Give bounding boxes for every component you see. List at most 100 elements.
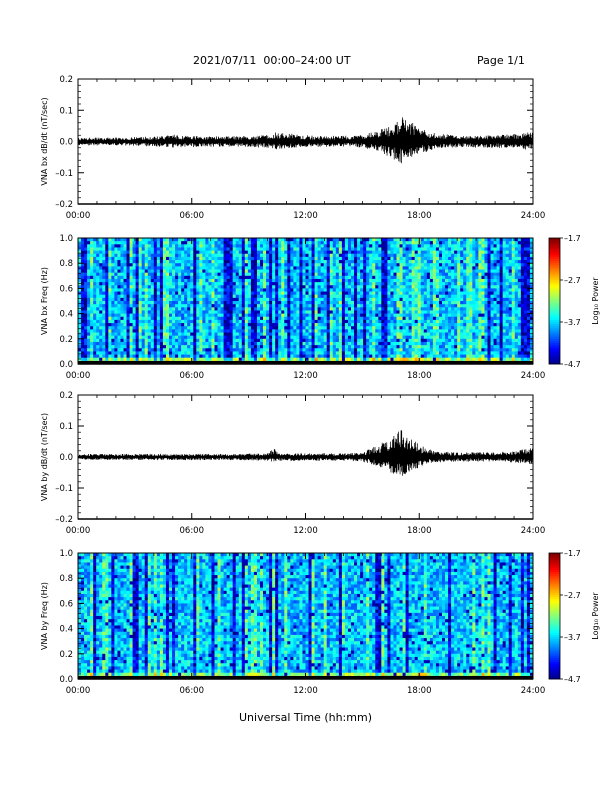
spectrogram-cell bbox=[435, 285, 440, 289]
spectrogram-cell bbox=[408, 301, 413, 305]
spectrogram-cell bbox=[402, 253, 406, 258]
spectrogram-cell bbox=[205, 338, 209, 343]
spectrogram-cell bbox=[217, 288, 221, 292]
spectrogram-cell bbox=[432, 269, 437, 274]
spectrogram-cell bbox=[302, 301, 306, 305]
spectrogram-cell bbox=[323, 244, 328, 248]
spectrogram-cell bbox=[150, 282, 155, 286]
spectrogram-cell bbox=[141, 266, 146, 270]
spectrogram-cell bbox=[181, 282, 185, 286]
spectrogram-cell bbox=[102, 244, 106, 248]
spectrogram-cell bbox=[93, 247, 97, 251]
spectrogram-cell bbox=[169, 310, 173, 314]
spectrogram-cell bbox=[405, 238, 410, 242]
spectrogram-cell bbox=[172, 326, 176, 330]
spectrogram-cell bbox=[150, 256, 155, 261]
spectrogram-cell bbox=[90, 319, 94, 324]
spectrogram-cell bbox=[184, 263, 188, 267]
spectrogram-cell bbox=[287, 335, 291, 340]
spectrogram-cell bbox=[208, 348, 212, 352]
spectrogram-cell bbox=[169, 278, 173, 283]
spectrogram-cell bbox=[105, 323, 109, 327]
spectrogram-cell bbox=[393, 326, 397, 330]
spectrogram-cell bbox=[184, 244, 188, 248]
spectrogram-cell bbox=[114, 354, 118, 359]
spectrogram-cell bbox=[390, 351, 394, 355]
spectrogram-cell bbox=[226, 332, 231, 337]
spectrogram-cell bbox=[78, 319, 82, 324]
spectrogram-cell bbox=[96, 238, 100, 242]
spectrogram-cell bbox=[445, 301, 449, 305]
spectrogram-cell bbox=[438, 269, 443, 274]
spectrogram-cell bbox=[172, 285, 176, 289]
spectrogram-cell bbox=[172, 275, 176, 280]
spectrogram-cell bbox=[290, 304, 294, 308]
spectrogram-cell bbox=[150, 244, 155, 248]
spectrogram-cell bbox=[256, 301, 261, 305]
spectrogram-cell bbox=[366, 326, 370, 330]
spectrogram-cell bbox=[332, 238, 337, 242]
spectrogram-cell bbox=[263, 341, 267, 346]
spectrogram-cell bbox=[299, 323, 303, 327]
spectrogram-cell bbox=[260, 338, 264, 343]
spectrogram-cell bbox=[341, 288, 346, 292]
spectrogram-cell bbox=[238, 288, 243, 292]
spectrogram-cell bbox=[229, 304, 234, 308]
spectrogram-cell bbox=[159, 266, 164, 270]
spectrogram-cell bbox=[159, 319, 164, 324]
spectrogram-cell bbox=[260, 345, 264, 349]
spectrogram-cell bbox=[384, 253, 388, 258]
spectrogram-cell bbox=[181, 335, 185, 340]
spectrogram-cell bbox=[411, 310, 416, 314]
spectrogram-cell bbox=[323, 275, 328, 280]
spectrogram-cell bbox=[326, 310, 331, 314]
spectrogram-cell bbox=[202, 275, 206, 280]
spectrogram-cell bbox=[238, 326, 243, 330]
spectrogram-cell bbox=[351, 269, 355, 274]
spectrogram-cell bbox=[184, 304, 188, 308]
spectrogram-cell bbox=[269, 285, 273, 289]
spectrogram-cell bbox=[402, 250, 406, 255]
spectrogram-cell bbox=[284, 285, 288, 289]
spectrogram-cell bbox=[81, 282, 85, 286]
spectrogram-cell bbox=[232, 253, 237, 258]
spectrogram-cell bbox=[169, 250, 173, 255]
spectrogram-cell bbox=[420, 288, 425, 292]
spectrogram-cell bbox=[181, 341, 185, 346]
spectrogram-cell bbox=[311, 241, 315, 245]
spectrogram-cell bbox=[335, 282, 340, 286]
spectrogram-cell bbox=[347, 282, 352, 286]
spectrogram-cell bbox=[402, 307, 406, 311]
spectrogram-cell bbox=[169, 354, 173, 359]
spectrogram-cell bbox=[384, 345, 388, 349]
spectrogram-cell bbox=[205, 263, 209, 267]
spectrogram-cell bbox=[190, 323, 194, 327]
spectrogram-cell bbox=[326, 297, 331, 302]
spectrogram-cell bbox=[305, 263, 309, 267]
spectrogram-cell bbox=[235, 357, 240, 362]
spectrogram-cell bbox=[266, 338, 270, 343]
spectrogram-cell bbox=[281, 285, 285, 289]
spectrogram-cell bbox=[296, 288, 300, 292]
spectrogram-cell bbox=[448, 260, 452, 264]
spectrogram-cell bbox=[287, 345, 291, 349]
spectrogram-cell bbox=[366, 338, 370, 343]
spectrogram-cell bbox=[138, 244, 143, 248]
spectrogram-cell bbox=[117, 326, 121, 330]
spectrogram-cell bbox=[293, 335, 297, 340]
spectrogram-cell bbox=[87, 269, 91, 274]
spectrogram-cell bbox=[193, 307, 197, 311]
spectrogram-cell bbox=[296, 297, 300, 302]
spectrogram-cell bbox=[293, 266, 297, 270]
spectrogram-cell bbox=[320, 250, 325, 255]
spectrogram-cell bbox=[150, 323, 155, 327]
spectrogram-cell bbox=[99, 244, 103, 248]
spectrogram-cell bbox=[302, 297, 306, 302]
spectrogram-cell bbox=[296, 319, 300, 324]
spectrogram-cell bbox=[414, 275, 419, 280]
spectrogram-cell bbox=[205, 332, 209, 337]
spectrogram-cell bbox=[375, 310, 379, 314]
spectrogram-cell bbox=[332, 297, 337, 302]
spectrogram-cell bbox=[414, 241, 419, 245]
spectrogram-cell bbox=[302, 319, 306, 324]
